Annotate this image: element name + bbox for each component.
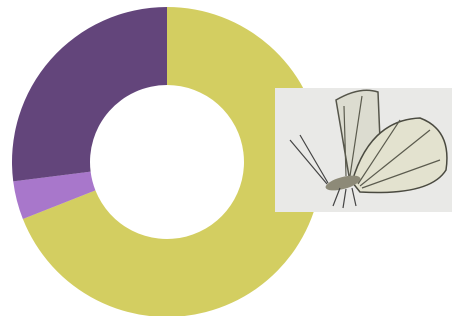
donut-segment bbox=[12, 7, 167, 181]
chart bbox=[0, 0, 452, 316]
butterfly-photo bbox=[275, 88, 452, 212]
page: (() => { const data = JSON.parse(documen… bbox=[0, 0, 452, 316]
